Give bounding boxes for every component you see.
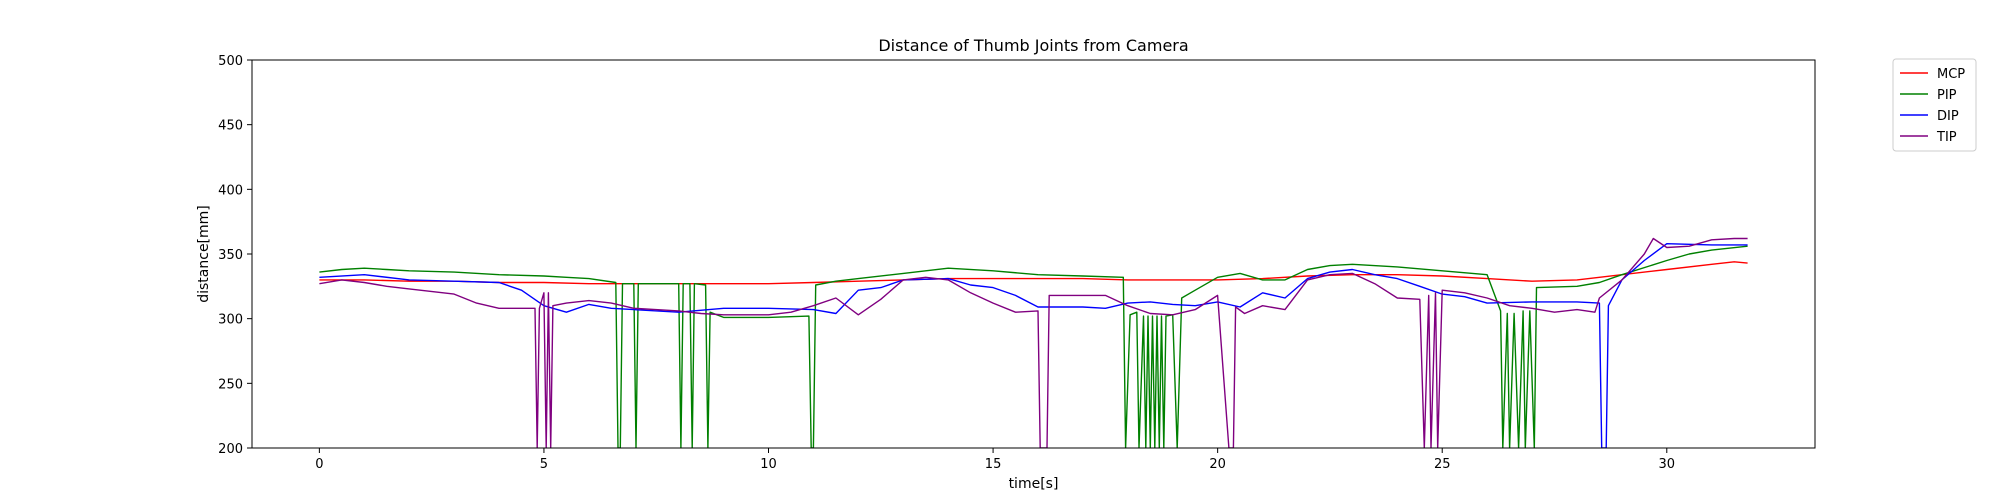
y-tick-label: 300 (218, 313, 243, 328)
y-axis-title: distance[mm] (196, 205, 212, 303)
legend-label-mcp: MCP (1937, 67, 1965, 82)
axes-layer: 0 5 10 15 20 25 30 200 250 300 350 400 450 500 (218, 54, 1816, 472)
x-tick-label: 30 (1659, 457, 1676, 472)
series-line-pip (319, 245, 1748, 448)
legend-label-dip: DIP (1937, 109, 1959, 124)
legend-label-tip: TIP (1936, 130, 1957, 145)
series-layer (319, 237, 1748, 448)
y-tick-label: 450 (218, 119, 243, 134)
y-tick-label: 500 (218, 54, 243, 69)
plot-frame (251, 59, 1816, 449)
legend: MCP PIP DIP TIP (1892, 58, 1977, 152)
x-tick-label: 20 (1209, 457, 1226, 472)
chart-title: Distance of Thumb Joints from Camera (878, 36, 1188, 55)
x-tick-label: 5 (540, 457, 548, 472)
series-line-tip (319, 237, 1748, 448)
legend-label-pip: PIP (1937, 88, 1957, 103)
series-line-dip (319, 243, 1748, 448)
x-tick-label: 10 (760, 457, 777, 472)
x-axis-title: time[s] (1009, 476, 1059, 492)
y-tick-label: 400 (218, 183, 243, 198)
y-tick-label: 200 (218, 442, 243, 457)
y-tick-label: 350 (218, 248, 243, 263)
x-tick-label: 15 (985, 457, 1002, 472)
series-line-mcp (319, 261, 1748, 285)
x-tick-label: 25 (1434, 457, 1451, 472)
x-tick-label: 0 (315, 457, 323, 472)
y-tick-label: 250 (218, 377, 243, 392)
legend-box (1892, 58, 1977, 152)
